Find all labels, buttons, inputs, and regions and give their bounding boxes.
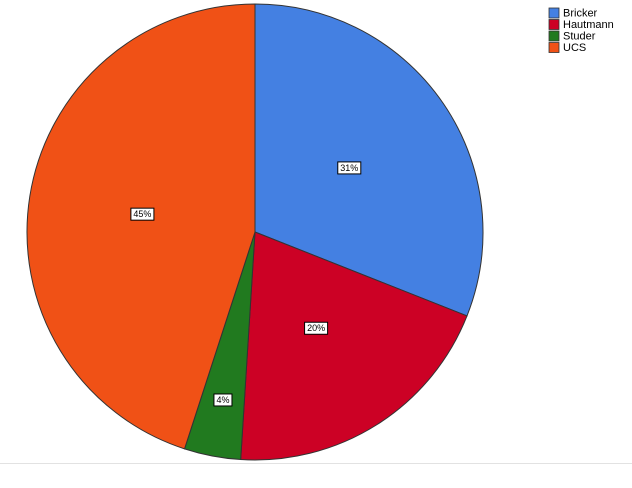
data-label: 4% bbox=[216, 395, 229, 405]
pie-slice bbox=[254, 3, 484, 317]
data-label: 20% bbox=[307, 323, 325, 333]
legend-label: Hautmann bbox=[563, 19, 614, 31]
legend-swatch bbox=[548, 19, 560, 30]
pie-slice bbox=[240, 231, 468, 461]
legend-swatch bbox=[548, 7, 560, 19]
legend-swatch bbox=[548, 30, 560, 42]
legend-label: UCS bbox=[563, 42, 586, 54]
data-label-box bbox=[130, 207, 155, 221]
data-label-box bbox=[337, 161, 362, 175]
legend-label: Studer bbox=[563, 30, 596, 42]
pie-slice bbox=[26, 3, 256, 450]
data-label-box bbox=[304, 321, 329, 335]
legend-swatch bbox=[548, 42, 560, 53]
data-label: 31% bbox=[340, 163, 358, 173]
data-label: 45% bbox=[133, 209, 151, 219]
legend-label: Bricker bbox=[563, 7, 598, 19]
data-label-box bbox=[213, 393, 233, 407]
